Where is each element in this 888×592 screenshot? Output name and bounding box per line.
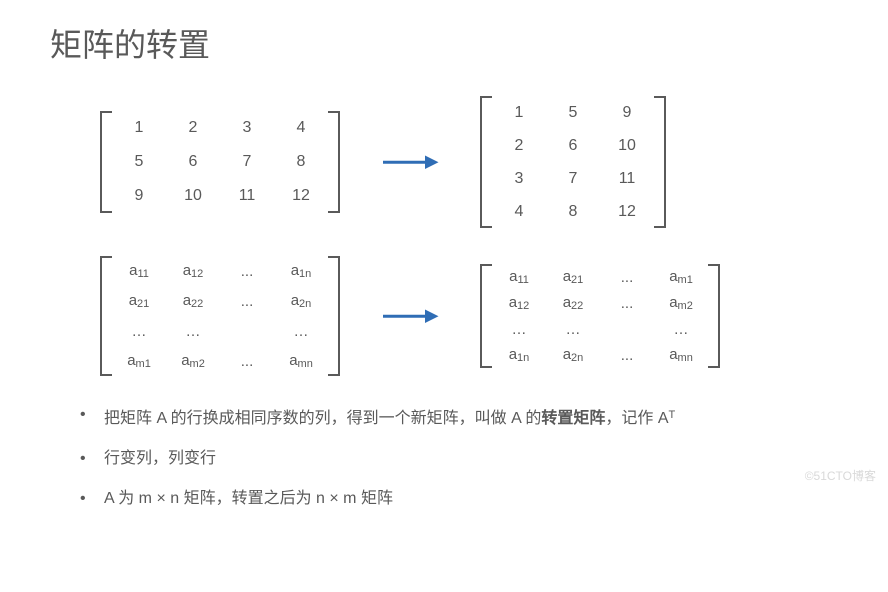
matrix-cell: a21: [546, 264, 600, 290]
matrix-cell: amn: [654, 342, 708, 368]
matrix-cell: 7: [220, 145, 274, 179]
matrix-At-table: 159 2610 3711 4812: [492, 96, 654, 228]
matrix-cell: ...: [220, 346, 274, 376]
page-title: 矩阵的转置: [50, 20, 838, 66]
matrix-cell: 10: [600, 129, 654, 162]
matrix-cell: ...: [600, 264, 654, 290]
bracket-right: [708, 264, 720, 368]
bracket-right: [328, 256, 340, 376]
matrix-cell: 9: [112, 179, 166, 213]
matrix-cell: 6: [166, 145, 220, 179]
matrix-cell: am2: [166, 346, 220, 376]
matrix-cell: am1: [654, 264, 708, 290]
matrix-cell: 1: [492, 96, 546, 129]
matrix-cell: a11: [492, 264, 546, 290]
bracket-left: [480, 264, 492, 368]
matrix-cell: amn: [274, 346, 328, 376]
matrix-cell: …: [274, 316, 328, 346]
matrix-cell: a12: [166, 256, 220, 286]
matrix-cell: 2: [166, 111, 220, 145]
matrix-cell: …: [112, 316, 166, 346]
matrix-cell: 2: [492, 129, 546, 162]
matrix-cell: [220, 316, 274, 346]
bracket-left: [100, 111, 112, 213]
matrix-cell: 8: [274, 145, 328, 179]
matrix-cell: 11: [220, 179, 274, 213]
matrix-cell: 3: [220, 111, 274, 145]
bullet-list: •把矩阵 A 的行换成相同序数的列，得到一个新矩阵，叫做 A 的转置矩阵，记作 …: [80, 404, 838, 510]
matrix-cell: ...: [600, 342, 654, 368]
matrix-cell: 4: [492, 195, 546, 228]
matrix-cell: 5: [112, 145, 166, 179]
bracket-left: [480, 96, 492, 228]
matrix-cell: 3: [492, 162, 546, 195]
matrix-cell: 8: [546, 195, 600, 228]
example-numeric-row: 123456789101112 159261037114812: [100, 96, 838, 228]
matrix-cell: am1: [112, 346, 166, 376]
matrix-generic-transpose: a11a21...am1a12a22...am2………a1na2n...amn: [480, 264, 720, 368]
matrix-A-table: 123456789101112: [112, 111, 328, 213]
matrix-A-transpose: 159 2610 3711 4812: [480, 96, 666, 228]
matrix-cell: am2: [654, 290, 708, 316]
bracket-left: [100, 256, 112, 376]
matrix-cell: 10: [166, 179, 220, 213]
bullet-item: •A 为 m × n 矩阵，转置之后为 n × m 矩阵: [80, 488, 838, 510]
matrix-cell: a1n: [492, 342, 546, 368]
bullet-item: •把矩阵 A 的行换成相同序数的列，得到一个新矩阵，叫做 A 的转置矩阵，记作 …: [80, 404, 838, 430]
matrix-cell: …: [166, 316, 220, 346]
matrix-cell: ...: [220, 256, 274, 286]
matrix-cell: a12: [492, 290, 546, 316]
matrix-cell: a2n: [274, 286, 328, 316]
matrix-cell: a2n: [546, 342, 600, 368]
matrix-cell: a21: [112, 286, 166, 316]
bullet-text: 行变列，列变行: [104, 448, 216, 470]
matrix-cell: 4: [274, 111, 328, 145]
example-generic-row: a11a12...a1na21a22...a2n………am1am2...amn …: [100, 256, 838, 376]
matrix-cell: [600, 316, 654, 342]
bullet-dot-icon: •: [80, 404, 104, 426]
matrix-cell: 11: [600, 162, 654, 195]
matrix-cell: 5: [546, 96, 600, 129]
bullet-text: 把矩阵 A 的行换成相同序数的列，得到一个新矩阵，叫做 A 的转置矩阵，记作 A…: [104, 404, 675, 430]
matrix-A: 123456789101112: [100, 111, 340, 213]
page: 矩阵的转置 123456789101112 159261037114812 a1…: [0, 0, 888, 510]
matrix-cell: 1: [112, 111, 166, 145]
matrix-cell: a22: [546, 290, 600, 316]
watermark: ©51CTO博客: [805, 467, 876, 484]
bullet-item: •行变列，列变行: [80, 448, 838, 470]
matrix-cell: 6: [546, 129, 600, 162]
matrix-cell: 12: [600, 195, 654, 228]
matrix-cell: 9: [600, 96, 654, 129]
bullet-dot-icon: •: [80, 448, 104, 470]
bullet-text: A 为 m × n 矩阵，转置之后为 n × m 矩阵: [104, 488, 393, 510]
matrix-cell: 12: [274, 179, 328, 213]
matrix-cell: …: [546, 316, 600, 342]
bullet-dot-icon: •: [80, 488, 104, 510]
matrix-cell: ...: [220, 286, 274, 316]
arrow-icon: [380, 151, 440, 174]
matrix-cell: 7: [546, 162, 600, 195]
matrix-generic-table: a11a12...a1na21a22...a2n………am1am2...amn: [112, 256, 328, 376]
matrix-cell: ...: [600, 290, 654, 316]
matrix-cell: a1n: [274, 256, 328, 286]
matrix-generic-t-table: a11a21...am1a12a22...am2………a1na2n...amn: [492, 264, 708, 368]
arrow-icon: [380, 305, 440, 328]
matrix-cell: a11: [112, 256, 166, 286]
matrix-cell: …: [492, 316, 546, 342]
matrix-generic: a11a12...a1na21a22...a2n………am1am2...amn: [100, 256, 340, 376]
matrix-cell: …: [654, 316, 708, 342]
bracket-right: [654, 96, 666, 228]
bracket-right: [328, 111, 340, 213]
matrix-cell: a22: [166, 286, 220, 316]
